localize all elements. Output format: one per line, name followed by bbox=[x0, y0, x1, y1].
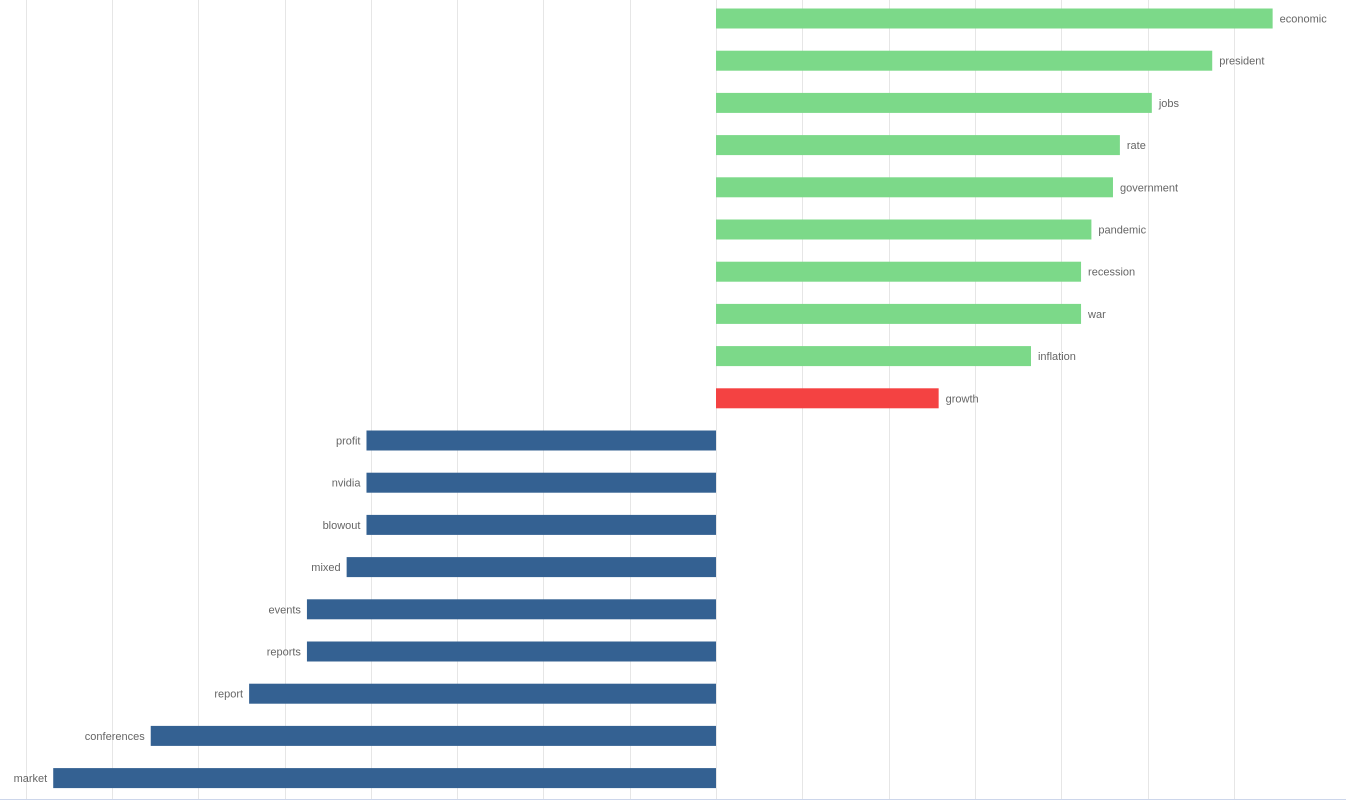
bar-market[interactable] bbox=[53, 768, 716, 789]
bar-label-jobs: jobs bbox=[1158, 98, 1180, 110]
bar-label-president: president bbox=[1219, 56, 1264, 68]
bar-conferences[interactable] bbox=[150, 725, 717, 746]
bar-profit[interactable] bbox=[366, 430, 716, 451]
bar-mixed[interactable] bbox=[346, 557, 716, 578]
bar-label-reports: reports bbox=[267, 647, 302, 659]
bar-president[interactable] bbox=[716, 50, 1213, 71]
bar-growth[interactable] bbox=[716, 388, 939, 409]
bars bbox=[53, 8, 1273, 789]
bar-inflation[interactable] bbox=[716, 346, 1031, 367]
bar-label-report: report bbox=[214, 689, 243, 701]
bar-government[interactable] bbox=[716, 177, 1113, 198]
bar-label-war: war bbox=[1087, 309, 1106, 321]
bar-label-profit: profit bbox=[336, 436, 360, 448]
bar-recession[interactable] bbox=[716, 261, 1082, 282]
bar-label-mixed: mixed bbox=[311, 562, 340, 574]
bar-label-market: market bbox=[14, 773, 48, 785]
bar-label-recession: recession bbox=[1088, 267, 1135, 279]
bar-events[interactable] bbox=[306, 599, 716, 620]
bar-label-government: government bbox=[1120, 182, 1178, 194]
bar-jobs[interactable] bbox=[716, 92, 1152, 113]
bar-label-inflation: inflation bbox=[1038, 351, 1076, 363]
bar-label-blowout: blowout bbox=[323, 520, 361, 532]
gridlines bbox=[26, 0, 1235, 799]
bar-report[interactable] bbox=[249, 683, 716, 704]
bar-label-rate: rate bbox=[1127, 140, 1146, 152]
bar-label-events: events bbox=[269, 604, 302, 616]
bar-labels: economic president jobs rate government pande… bbox=[14, 14, 1328, 786]
bar-economic[interactable] bbox=[716, 8, 1273, 29]
bar-label-nvidia: nvidia bbox=[332, 478, 362, 490]
bar-label-pandemic: pandemic bbox=[1098, 225, 1146, 237]
bar-label-conferences: conferences bbox=[85, 731, 145, 743]
bar-label-growth: growth bbox=[946, 393, 979, 405]
bar-label-economic: economic bbox=[1280, 14, 1328, 26]
bar-rate[interactable] bbox=[716, 135, 1120, 156]
bar-reports[interactable] bbox=[306, 641, 716, 662]
bar-blowout[interactable] bbox=[366, 514, 716, 535]
bar-nvidia[interactable] bbox=[366, 472, 716, 493]
bar-war[interactable] bbox=[716, 303, 1082, 324]
bar-pandemic[interactable] bbox=[716, 219, 1092, 240]
